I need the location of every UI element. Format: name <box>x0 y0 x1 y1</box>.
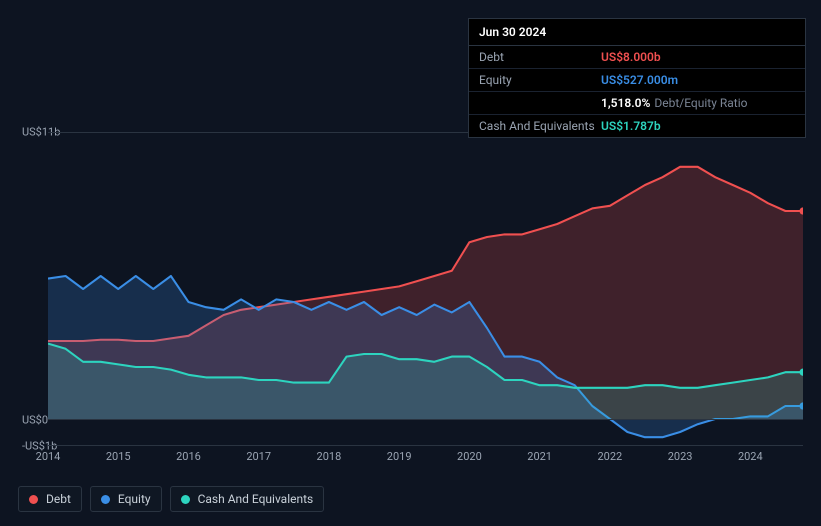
tooltip-row-value: US$8.000b <box>601 50 661 64</box>
x-axis-tick: 2015 <box>106 450 131 463</box>
legend-label: Cash And Equivalents <box>198 492 314 506</box>
x-axis-tick: 2024 <box>738 450 763 463</box>
x-axis-tick: 2023 <box>668 450 693 463</box>
x-axis-tick: 2019 <box>387 450 412 463</box>
x-axis-tick: 2014 <box>36 450 61 463</box>
tooltip-row-value: US$527.000m <box>601 73 678 87</box>
x-axis-tick: 2017 <box>246 450 271 463</box>
tooltip-row-label: Equity <box>479 73 601 87</box>
gridline <box>48 419 803 420</box>
tooltip-row: DebtUS$8.000b <box>469 46 805 69</box>
tooltip-rows: DebtUS$8.000bEquityUS$527.000m1,518.0%De… <box>469 46 805 137</box>
legend-label: Equity <box>118 492 151 506</box>
tooltip-row: EquityUS$527.000m <box>469 69 805 92</box>
x-axis-tick: 2020 <box>457 450 482 463</box>
y-axis-label: US$0 <box>22 413 48 426</box>
tooltip-row-label: Cash And Equivalents <box>479 119 601 133</box>
legend-swatch <box>101 495 110 504</box>
chart-legend: Debt Equity Cash And Equivalents <box>18 486 324 512</box>
legend-item[interactable]: Equity <box>90 486 162 512</box>
x-axis-tick: 2022 <box>597 450 622 463</box>
chart-svg <box>48 133 803 445</box>
x-axis-tick: 2016 <box>176 450 201 463</box>
legend-swatch <box>29 495 38 504</box>
legend-item[interactable]: Debt <box>18 486 82 512</box>
legend-swatch <box>181 495 190 504</box>
legend-item[interactable]: Cash And Equivalents <box>170 486 325 512</box>
legend-label: Debt <box>46 492 71 506</box>
tooltip-row-note: Debt/Equity Ratio <box>654 96 747 110</box>
tooltip-row-value: 1,518.0%Debt/Equity Ratio <box>601 96 747 110</box>
tooltip-row: Cash And EquivalentsUS$1.787b <box>469 115 805 137</box>
tooltip-date: Jun 30 2024 <box>469 19 805 46</box>
tooltip-row-label <box>479 96 601 110</box>
x-axis: 2014201520162017201820192020202120222023… <box>48 450 803 466</box>
x-axis-tick: 2018 <box>317 450 342 463</box>
chart-plot[interactable] <box>48 132 803 446</box>
chart-tooltip: Jun 30 2024 DebtUS$8.000bEquityUS$527.00… <box>468 18 806 138</box>
tooltip-row: 1,518.0%Debt/Equity Ratio <box>469 92 805 115</box>
tooltip-row-label: Debt <box>479 50 601 64</box>
chart-area: US$11bUS$0-US$1b 20142015201620172018201… <box>18 120 803 476</box>
x-axis-tick: 2021 <box>527 450 552 463</box>
tooltip-row-value: US$1.787b <box>601 119 661 133</box>
